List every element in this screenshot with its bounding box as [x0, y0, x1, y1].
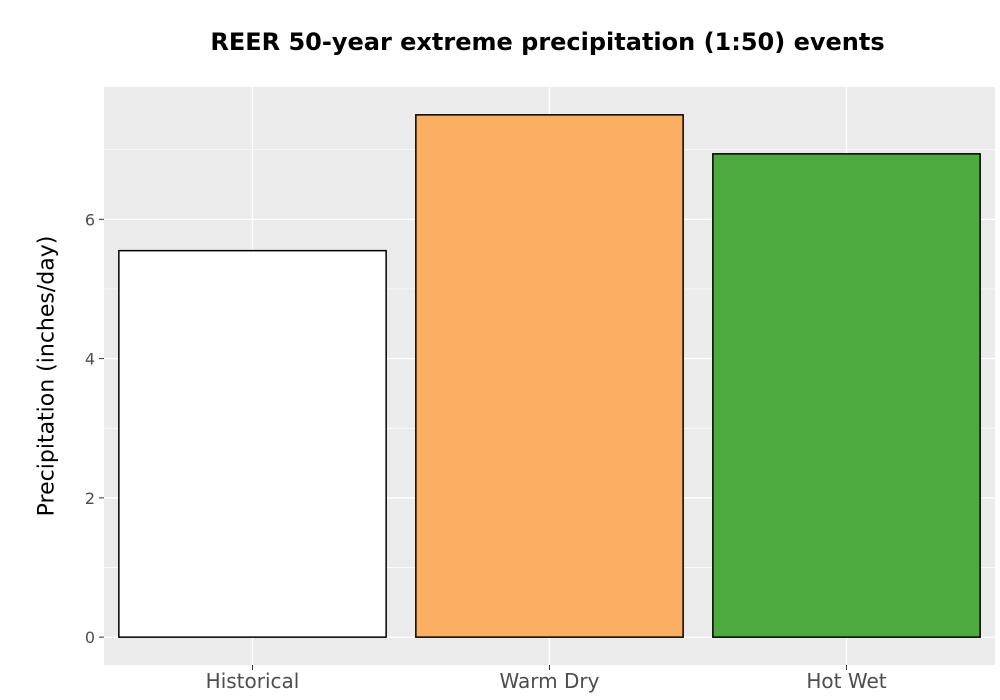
y-tick-label: 2	[85, 489, 95, 508]
y-tick-label: 0	[85, 628, 95, 647]
y-tick-label: 6	[85, 210, 95, 229]
y-axis-ticks: 0 2 4 6	[85, 210, 104, 647]
bar-warm-dry	[415, 114, 684, 638]
bar-historical	[118, 249, 387, 638]
bars	[118, 114, 981, 638]
chart-title: REER 50-year extreme precipitation (1:50…	[210, 28, 885, 56]
x-tick-label: Hot Wet	[806, 669, 886, 693]
x-tick-label: Warm Dry	[500, 669, 600, 693]
bar-hot-wet	[712, 153, 981, 638]
x-axis-ticks: Historical Warm Dry Hot Wet	[206, 665, 887, 693]
y-tick-label: 4	[85, 350, 95, 369]
x-tick-label: Historical	[206, 669, 300, 693]
